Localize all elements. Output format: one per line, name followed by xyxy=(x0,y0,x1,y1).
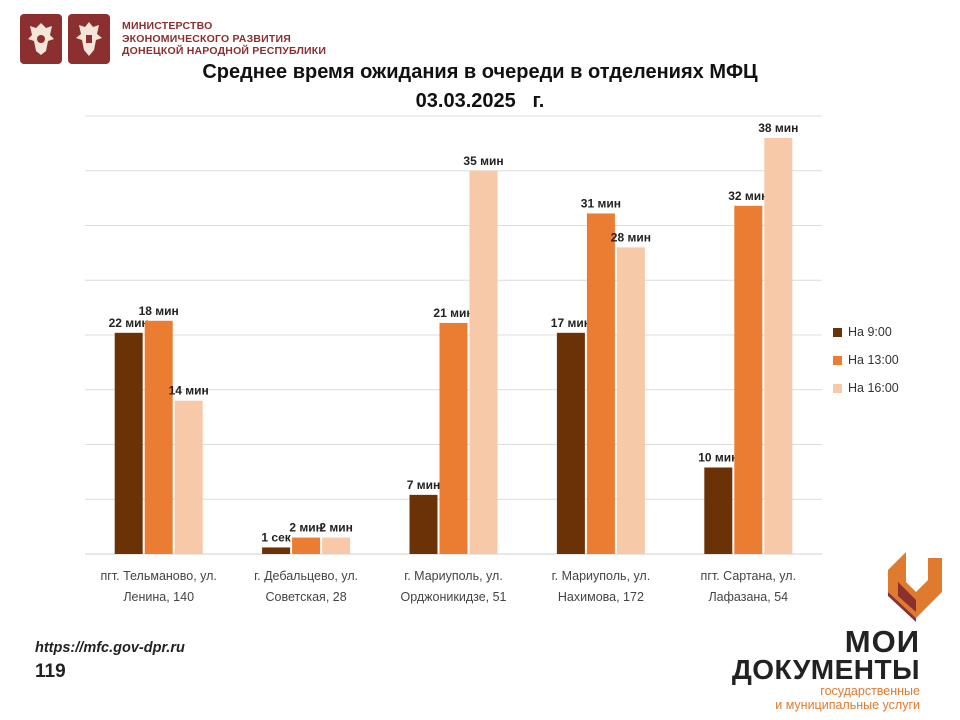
x-tick-label: г. Дебальцево, ул. xyxy=(254,569,358,583)
data-label: 22 мин xyxy=(109,316,149,330)
x-tick-label: Орджоникидзе, 51 xyxy=(400,590,506,604)
data-label: 10 мин xyxy=(698,450,738,464)
x-tick-label: г. Мариуполь, ул. xyxy=(404,569,503,583)
brand-line2: ДОКУМЕНТЫ xyxy=(731,654,920,685)
data-label: 31 мин xyxy=(581,196,621,210)
x-tick-label: пгт. Сартана, ул. xyxy=(701,569,797,583)
x-tick-label: пгт. Тельманово, ул. xyxy=(100,569,216,583)
legend-item-16: На 16:00 xyxy=(833,374,899,402)
header: МИНИСТЕРСТВО ЭКОНОМИЧЕСКОГО РАЗВИТИЯ ДОН… xyxy=(20,14,326,64)
bar xyxy=(262,547,291,554)
legend-swatch xyxy=(833,327,842,337)
data-label: 2 мин xyxy=(319,521,353,535)
data-label: 2 мин xyxy=(289,521,323,535)
legend-label: На 13:00 xyxy=(848,353,899,367)
bar xyxy=(734,205,763,555)
data-label: 17 мин xyxy=(551,316,591,330)
bar xyxy=(114,332,143,554)
bar xyxy=(469,170,498,554)
legend-swatch xyxy=(833,383,842,393)
bar xyxy=(174,400,203,554)
ministry-line: МИНИСТЕРСТВО xyxy=(122,20,213,33)
chart-title: Среднее время ожидания в очереди в отдел… xyxy=(0,58,960,116)
bar xyxy=(409,494,438,554)
bar xyxy=(704,467,733,554)
legend-item-13: На 13:00 xyxy=(833,346,899,374)
coat-of-arms-dpr-icon xyxy=(68,14,110,64)
bar xyxy=(292,537,321,554)
ministry-line: ЭКОНОМИЧЕСКОГО РАЗВИТИЯ xyxy=(122,32,292,45)
data-label: 7 мин xyxy=(407,478,441,492)
data-label: 35 мин xyxy=(463,154,503,168)
x-tick-label: Ленина, 140 xyxy=(123,590,194,604)
data-label: 21 мин xyxy=(433,306,473,320)
brand-text: МОИ ДОКУМЕНТЫ государственные и муниципа… xyxy=(731,624,920,712)
legend-label: На 16:00 xyxy=(848,381,899,395)
bar xyxy=(586,213,615,554)
legend-item-9: На 9:00 xyxy=(833,318,899,346)
x-tick-label: г. Мариуполь, ул. xyxy=(552,569,651,583)
chart-legend: На 9:00 На 13:00 На 16:00 xyxy=(833,318,899,402)
data-label: 14 мин xyxy=(169,384,209,398)
website-url: https://mfc.gov-dpr.ru xyxy=(35,640,185,656)
page-number: 119 xyxy=(35,661,66,682)
legend-label: На 9:00 xyxy=(848,325,892,339)
ministry-name: МИНИСТЕРСТВО ЭКОНОМИЧЕСКОГО РАЗВИТИЯ ДОН… xyxy=(122,20,326,58)
bar xyxy=(144,320,173,554)
x-tick-label: Советская, 28 xyxy=(266,590,347,604)
brand-subtitle-1: государственные xyxy=(820,684,920,698)
bar xyxy=(764,137,793,554)
data-label: 38 мин xyxy=(758,121,798,135)
brand-subtitle-2: и муниципальные услуги xyxy=(775,698,920,712)
chart-title-line2: 03.03.2025 г. xyxy=(415,90,545,112)
my-documents-logo-icon xyxy=(888,552,942,622)
data-label: 28 мин xyxy=(611,230,651,244)
data-label: 1 сек xyxy=(261,530,291,544)
bar xyxy=(439,322,468,554)
chart-title-line1: Среднее время ожидания в очереди в отдел… xyxy=(202,61,758,83)
bar xyxy=(616,247,645,554)
data-label: 18 мин xyxy=(139,304,179,318)
legend-swatch xyxy=(833,355,842,365)
coat-of-arms-russia-icon xyxy=(20,14,62,64)
ministry-line: ДОНЕЦКОЙ НАРОДНОЙ РЕСПУБЛИКИ xyxy=(122,45,327,58)
bar xyxy=(556,332,585,554)
brand-line1: МОИ xyxy=(844,624,920,659)
x-tick-label: Лафазана, 54 xyxy=(708,590,788,604)
data-label: 32 мин xyxy=(728,189,768,203)
x-tick-label: Нахимова, 172 xyxy=(558,590,644,604)
bar xyxy=(322,537,351,554)
